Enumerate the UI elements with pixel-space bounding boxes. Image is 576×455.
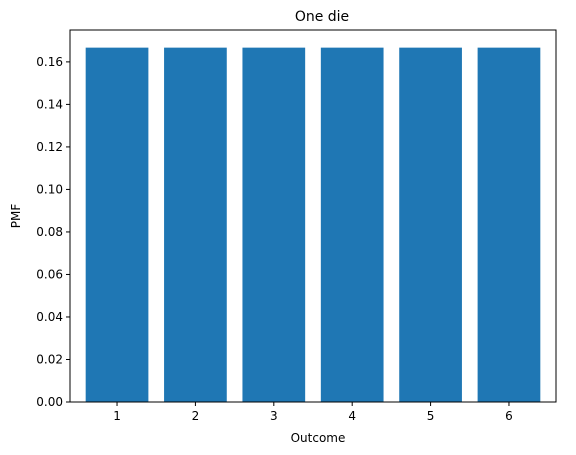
bar-4 — [320, 47, 384, 402]
y-tick-label: 0.06 — [36, 267, 63, 281]
x-axis-ticks: 1 2 3 4 5 6 — [113, 402, 513, 423]
bar-1 — [85, 47, 149, 402]
chart-title: One die — [295, 9, 349, 25]
x-axis-title: Outcome — [291, 431, 346, 445]
bars-group — [85, 47, 541, 402]
y-tick-label: 0.02 — [36, 352, 63, 366]
x-tick-label: 4 — [348, 409, 356, 423]
y-tick-label: 0.16 — [36, 55, 63, 69]
y-axis-title: PMF — [9, 204, 23, 229]
x-tick-label: 6 — [505, 409, 513, 423]
y-tick-label: 0.10 — [36, 182, 63, 196]
y-tick-label: 0.14 — [36, 97, 63, 111]
x-tick-label: 1 — [113, 409, 121, 423]
y-tick-label: 0.12 — [36, 140, 63, 154]
x-tick-label: 5 — [427, 409, 435, 423]
bar-5 — [399, 47, 462, 402]
bar-6 — [477, 47, 541, 402]
x-tick-label: 3 — [270, 409, 278, 423]
bar-2 — [164, 47, 227, 402]
plot-frame — [69, 29, 557, 403]
bar-3 — [242, 47, 306, 402]
y-tick-label: 0.00 — [36, 395, 63, 409]
y-tick-label: 0.08 — [36, 225, 63, 239]
y-axis-ticks: 0.00 0.02 0.04 0.06 0.08 0.10 0.12 0.14 0.16 — [36, 55, 70, 409]
x-tick-label: 2 — [192, 409, 200, 423]
y-tick-label: 0.04 — [36, 310, 63, 324]
